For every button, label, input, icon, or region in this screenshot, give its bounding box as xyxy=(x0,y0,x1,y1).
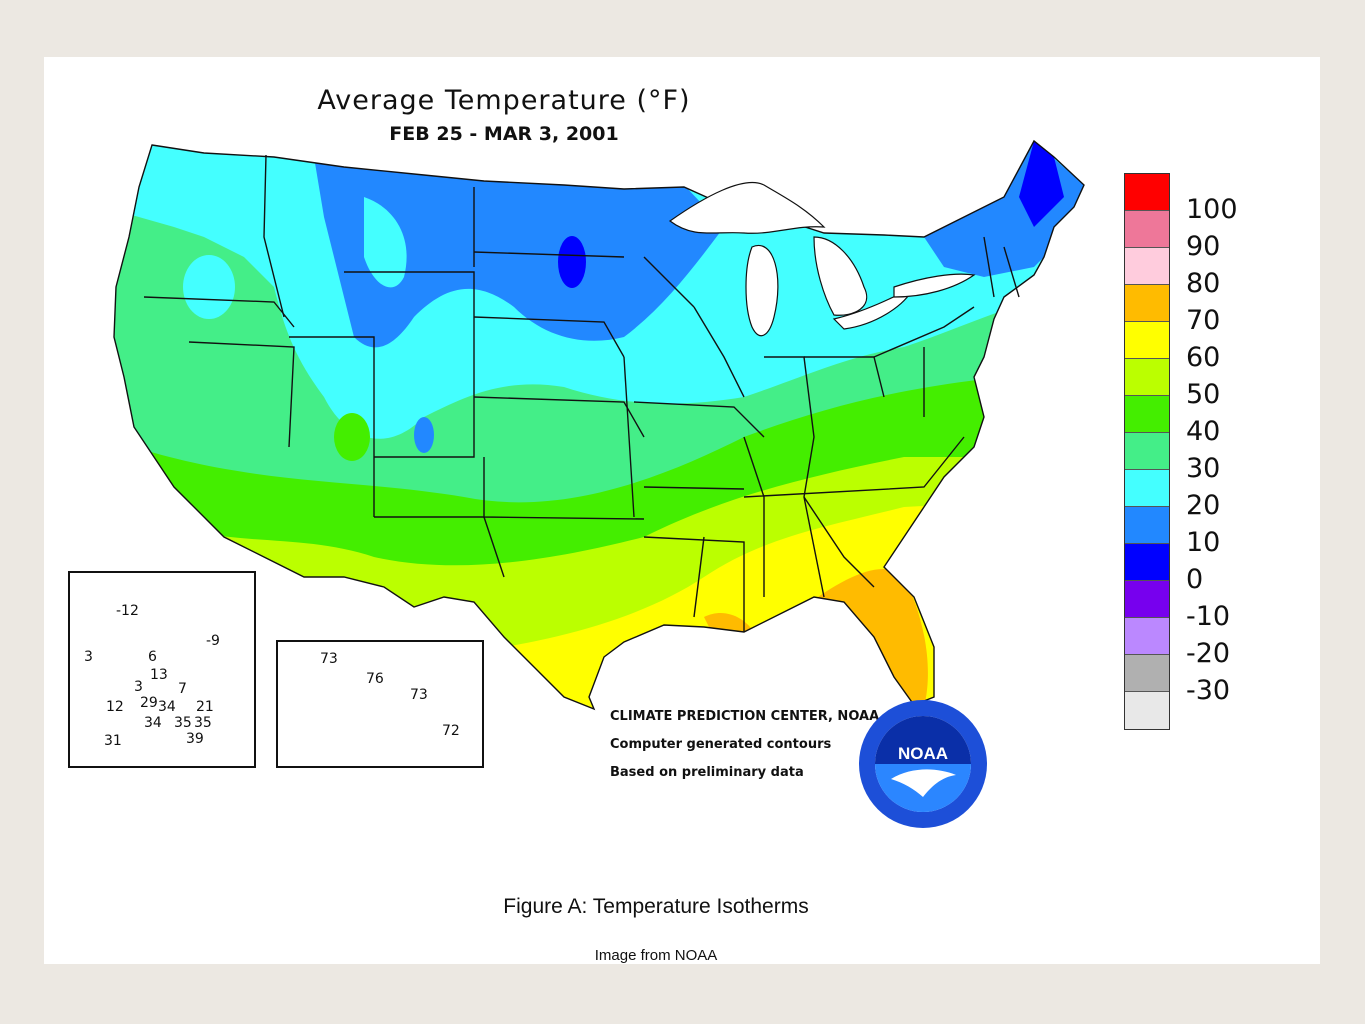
alaska-value: 34 xyxy=(158,699,176,715)
legend-swatch xyxy=(1125,544,1169,581)
hawaii-value: 76 xyxy=(366,671,384,687)
legend-swatch xyxy=(1125,211,1169,248)
alaska-value: 7 xyxy=(178,681,187,697)
legend-swatch xyxy=(1125,396,1169,433)
hawaii-inset xyxy=(276,640,484,768)
credit-line-2: Computer generated contours xyxy=(610,737,832,752)
hawaii-value: 73 xyxy=(320,651,338,667)
legend-label: -30 xyxy=(1186,675,1231,706)
legend-label: 50 xyxy=(1186,379,1221,410)
legend-label: 60 xyxy=(1186,342,1221,373)
slide: Average Temperature (°F) FEB 25 - MAR 3,… xyxy=(44,57,1320,964)
legend-swatch xyxy=(1125,285,1169,322)
hawaii-value: 72 xyxy=(442,723,460,739)
legend-swatch xyxy=(1125,581,1169,618)
legend-label: 20 xyxy=(1186,490,1221,521)
state-borders xyxy=(113,139,1085,711)
legend-swatch xyxy=(1125,692,1169,729)
legend-swatch xyxy=(1125,433,1169,470)
hawaii-value: 73 xyxy=(410,687,428,703)
alaska-value: 31 xyxy=(104,733,122,749)
credit-line-3: Based on preliminary data xyxy=(610,765,804,780)
image-source: Image from NOAA xyxy=(594,947,718,964)
alaska-value: 35 xyxy=(174,715,192,731)
legend-label: 90 xyxy=(1186,231,1221,262)
alaska-value: 3 xyxy=(134,679,143,695)
map-subtitle: FEB 25 - MAR 3, 2001 xyxy=(389,123,619,145)
alaska-value: -12 xyxy=(116,603,139,619)
credit-line-1: CLIMATE PREDICTION CENTER, NOAA xyxy=(610,709,880,724)
alaska-value: 3 xyxy=(84,649,93,665)
legend-label: 30 xyxy=(1186,453,1221,484)
alaska-value: 35 xyxy=(194,715,212,731)
legend-swatch xyxy=(1125,322,1169,359)
alaska-value: 21 xyxy=(196,699,214,715)
legend-label: 40 xyxy=(1186,416,1221,447)
alaska-value: -9 xyxy=(206,633,220,649)
legend-label: 80 xyxy=(1186,268,1221,299)
alaska-inset xyxy=(68,571,256,768)
great-lakes xyxy=(668,181,976,337)
legend-swatch xyxy=(1125,359,1169,396)
legend-swatch xyxy=(1125,470,1169,507)
legend-swatch xyxy=(1125,618,1169,655)
alaska-value: 34 xyxy=(144,715,162,731)
legend-swatch xyxy=(1125,655,1169,692)
legend-label: 10 xyxy=(1186,527,1221,558)
alaska-value: 29 xyxy=(140,695,158,711)
legend-label: -10 xyxy=(1186,601,1231,632)
figure-caption: Figure A: Temperature Isotherms xyxy=(503,895,809,918)
legend-label: 100 xyxy=(1186,194,1238,225)
alaska-value: 39 xyxy=(186,731,204,747)
legend-swatch xyxy=(1125,174,1169,211)
alaska-value: 13 xyxy=(150,667,168,683)
map-title: Average Temperature (°F) xyxy=(317,85,691,116)
legend-swatch xyxy=(1125,507,1169,544)
color-legend xyxy=(1124,173,1170,730)
noaa-logo: NOAA xyxy=(859,700,987,828)
noaa-logo-text: NOAA xyxy=(898,744,948,763)
legend-swatch xyxy=(1125,248,1169,285)
legend-label: -20 xyxy=(1186,638,1231,669)
alaska-value: 12 xyxy=(106,699,124,715)
legend-label: 0 xyxy=(1186,564,1204,595)
alaska-value: 6 xyxy=(148,649,157,665)
legend-label: 70 xyxy=(1186,305,1221,336)
